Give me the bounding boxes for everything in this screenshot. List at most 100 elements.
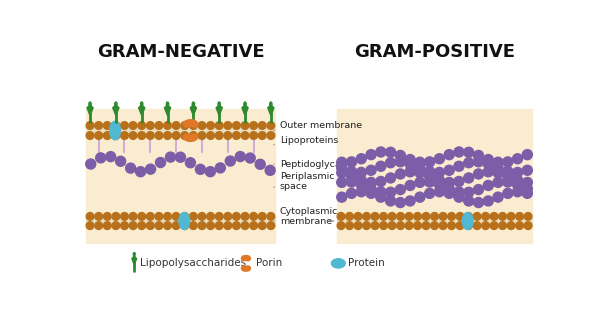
Ellipse shape [133,253,135,256]
Circle shape [86,159,96,169]
Circle shape [337,177,347,187]
Circle shape [425,188,434,198]
Circle shape [454,161,464,171]
Circle shape [129,213,137,220]
Circle shape [366,184,376,194]
Circle shape [523,165,532,175]
Circle shape [337,222,345,230]
Circle shape [95,213,103,220]
Circle shape [164,132,172,139]
Circle shape [259,132,266,139]
Circle shape [512,154,523,164]
Polygon shape [193,105,196,116]
Circle shape [366,178,376,187]
Circle shape [405,180,415,190]
Circle shape [250,213,257,220]
Circle shape [395,151,406,160]
Circle shape [138,122,146,129]
Circle shape [337,192,347,202]
Circle shape [473,213,481,220]
Text: Cytoplasmic
membrane: Cytoplasmic membrane [274,207,338,226]
Polygon shape [164,105,167,116]
Circle shape [523,184,532,194]
Circle shape [523,150,532,160]
Circle shape [356,187,367,197]
Circle shape [146,222,154,230]
Circle shape [473,169,484,179]
Polygon shape [190,105,193,116]
Circle shape [185,158,196,168]
Circle shape [121,122,128,129]
Ellipse shape [166,102,169,106]
Circle shape [493,157,503,167]
Circle shape [388,222,396,230]
Circle shape [448,222,455,230]
Circle shape [155,158,166,168]
Circle shape [503,188,513,198]
Circle shape [86,213,94,220]
Ellipse shape [192,102,194,106]
Circle shape [347,157,356,167]
Circle shape [354,222,362,230]
Circle shape [473,222,481,230]
Ellipse shape [89,102,91,106]
Circle shape [507,213,515,220]
Circle shape [454,187,464,197]
Circle shape [172,213,180,220]
Circle shape [473,157,484,167]
Circle shape [207,213,214,220]
Circle shape [371,213,379,220]
Circle shape [155,213,163,220]
Circle shape [473,151,484,160]
Circle shape [376,147,386,157]
Circle shape [425,171,434,181]
Ellipse shape [179,213,190,230]
Circle shape [164,213,172,220]
Circle shape [376,177,386,187]
Circle shape [215,213,223,220]
Circle shape [415,168,425,178]
Circle shape [121,222,128,230]
Polygon shape [219,105,222,116]
Circle shape [415,177,425,187]
Circle shape [265,165,275,175]
Ellipse shape [140,102,143,106]
Bar [337,108,532,243]
Circle shape [376,187,386,197]
Circle shape [422,213,430,220]
Circle shape [190,213,197,220]
Circle shape [121,213,128,220]
Ellipse shape [331,259,345,268]
Circle shape [138,222,146,230]
Circle shape [138,213,146,220]
Circle shape [103,122,111,129]
Circle shape [483,154,493,165]
Circle shape [155,132,163,139]
Circle shape [86,122,94,129]
Circle shape [233,213,240,220]
Circle shape [267,122,275,129]
Circle shape [524,222,532,230]
Circle shape [454,192,464,202]
Circle shape [454,177,464,187]
Circle shape [386,173,395,183]
Circle shape [354,213,362,220]
Circle shape [245,153,255,163]
Circle shape [464,147,474,157]
Circle shape [103,222,111,230]
Circle shape [376,161,386,171]
Circle shape [181,213,188,220]
Circle shape [431,213,439,220]
Circle shape [493,192,503,202]
Circle shape [224,213,232,220]
Polygon shape [245,105,248,116]
Circle shape [129,132,137,139]
Circle shape [198,122,206,129]
Circle shape [405,154,415,165]
Circle shape [386,147,395,157]
Circle shape [233,132,240,139]
Circle shape [166,152,175,162]
Circle shape [448,213,455,220]
Text: Outer membrane: Outer membrane [274,121,362,131]
Polygon shape [132,256,134,265]
